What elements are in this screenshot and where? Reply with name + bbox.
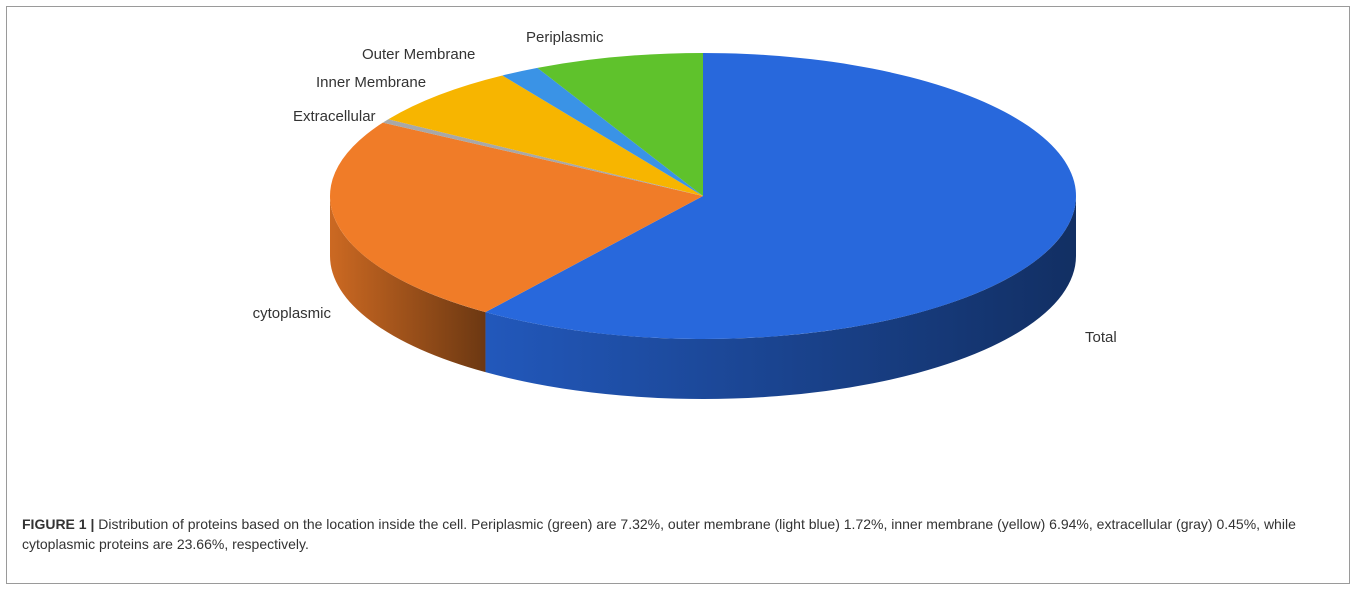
figure-caption: FIGURE 1 | Distribution of proteins base… [22,514,1332,554]
caption-number: FIGURE 1 | [22,516,95,532]
pie-slice-extracellular [382,119,703,196]
pie-labels: Total cytoplasmic Extracellular Inner Membr… [253,29,1117,346]
pie-slice-total [485,53,1076,339]
pie-slice-cytoplasmic [329,122,703,313]
pie-label-periplasmic: Periplasmic [526,29,604,46]
pie-label-total: Total [1085,329,1117,346]
caption-text: Distribution of proteins based on the lo… [22,516,1296,552]
pie-label-cytoplasmic: cytoplasmic [253,305,332,322]
pie-slice-periplasmic [537,53,703,196]
pie-sides [330,196,1076,400]
pie-side-total [485,196,1076,400]
pie-side-cytoplasmic [330,196,486,373]
pie-label-extracellular: Extracellular [293,108,376,125]
pie-slice-inner-membrane [388,75,703,196]
pie-label-inner-membrane: Inner Membrane [316,74,426,91]
pie-slice-outer-membrane [502,67,703,197]
pie-slices [329,53,1076,339]
pie-label-outer-membrane: Outer Membrane [362,46,475,63]
